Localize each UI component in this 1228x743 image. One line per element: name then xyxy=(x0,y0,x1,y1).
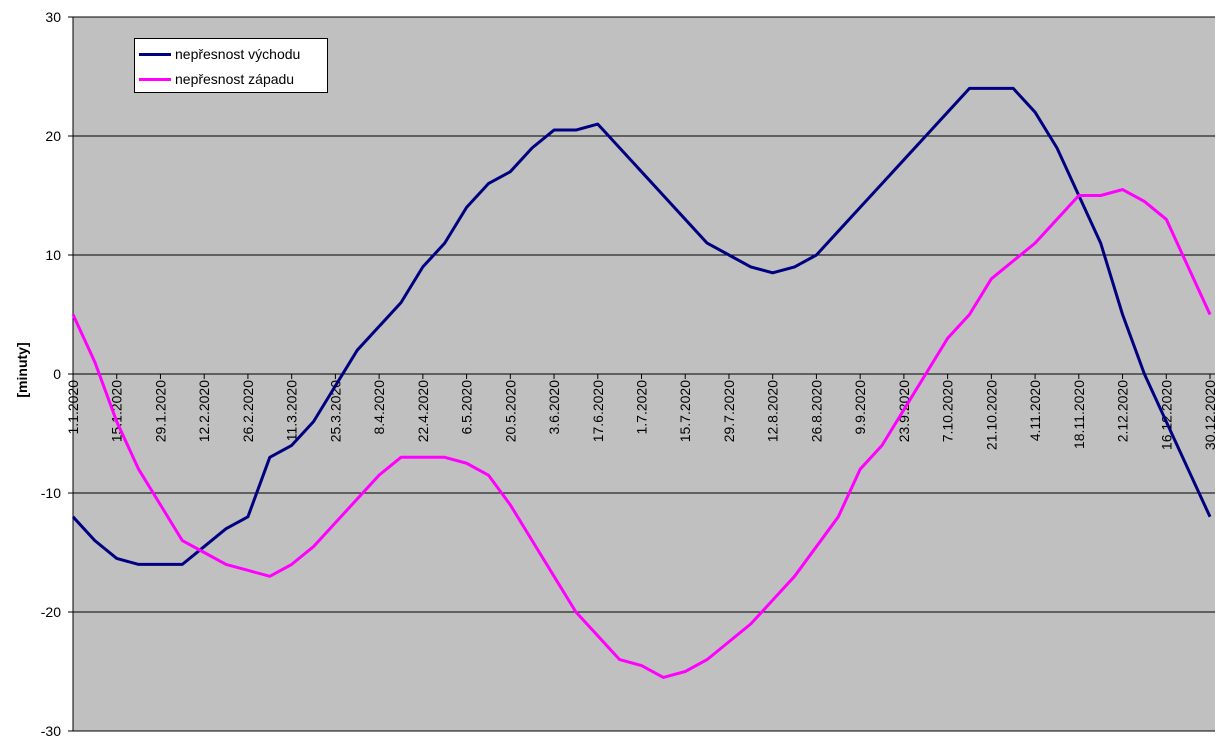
x-tick-label: 30.12.2020 xyxy=(1202,380,1218,450)
x-tick-label: 11.3.2020 xyxy=(284,380,300,441)
x-tick-label: 16.12.2020 xyxy=(1158,380,1174,450)
series-line-sunset xyxy=(71,188,1212,679)
x-tick-label: 8.4.2020 xyxy=(371,380,387,435)
x-tick-label: 29.7.2020 xyxy=(721,380,737,442)
legend-label-sunrise: nepřesnost východu xyxy=(175,46,301,62)
x-tick-label: 29.1.2020 xyxy=(152,380,168,442)
y-tick-label: 30 xyxy=(45,9,61,25)
y-tick-label: -10 xyxy=(41,485,61,501)
x-tick-label: 18.11.2020 xyxy=(1071,380,1087,449)
x-tick-label: 6.5.2020 xyxy=(459,380,475,435)
x-tick-label: 15.7.2020 xyxy=(677,380,693,442)
series-line-sunrise xyxy=(71,86,1212,566)
x-tick-label: 1.1.2020 xyxy=(65,380,81,435)
legend-swatch-sunrise xyxy=(139,52,171,56)
x-tick-label: 3.6.2020 xyxy=(546,380,562,435)
x-tick-label: 15.1.2020 xyxy=(109,380,125,442)
legend-label-sunset: nepřesnost západu xyxy=(175,71,295,87)
y-tick-label: 10 xyxy=(45,247,61,263)
x-tick-label: 25.3.2020 xyxy=(327,380,343,442)
legend-swatch-sunset xyxy=(139,77,171,81)
x-tick-label: 7.10.2020 xyxy=(940,380,956,442)
x-tick-label: 4.11.2020 xyxy=(1027,380,1043,441)
legend-item-sunset: nepřesnost západu xyxy=(139,69,294,89)
x-tick-label: 12.8.2020 xyxy=(765,380,781,442)
x-tick-label: 2.12.2020 xyxy=(1115,380,1131,442)
x-tick-label: 17.6.2020 xyxy=(590,380,606,442)
y-tick-label: -30 xyxy=(41,723,61,739)
x-tick-label: 26.8.2020 xyxy=(808,380,824,442)
x-tick-label: 12.2.2020 xyxy=(196,380,212,442)
x-tick-label: 1.7.2020 xyxy=(634,380,650,435)
x-tick-label: 21.10.2020 xyxy=(983,380,999,450)
legend-item-sunrise: nepřesnost východu xyxy=(139,44,300,64)
x-tick-label: 9.9.2020 xyxy=(852,380,868,435)
legend: nepřesnost východu nepřesnost západu xyxy=(134,38,328,93)
x-tick-label: 22.4.2020 xyxy=(415,380,431,442)
x-tick-label: 26.2.2020 xyxy=(240,380,256,442)
y-tick-label: 0 xyxy=(53,366,61,382)
y-axis-label: [minuty] xyxy=(14,342,30,398)
y-tick-label: -20 xyxy=(41,604,61,620)
x-tick-label: 20.5.2020 xyxy=(502,380,518,442)
y-tick-label: 20 xyxy=(45,128,61,144)
